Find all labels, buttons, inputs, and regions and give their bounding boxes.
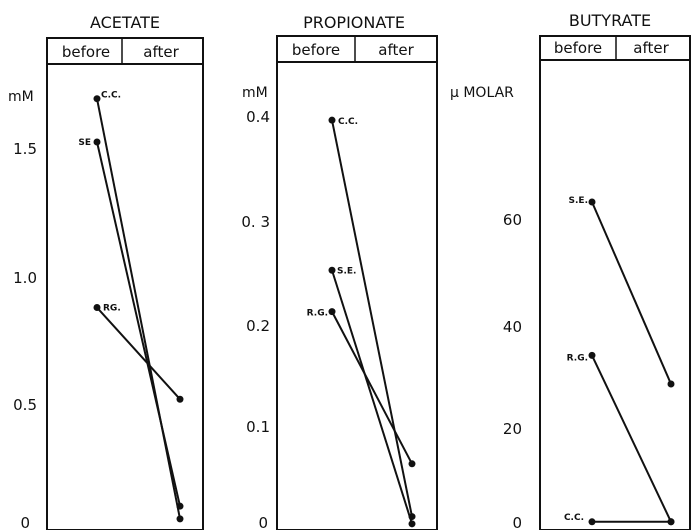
y-tick-label: 0	[258, 514, 268, 530]
panel-title: PROPIONATE	[303, 13, 405, 32]
series-segment	[96, 306, 181, 400]
y-unit-label: mM	[8, 89, 34, 105]
y-tick-label: 20	[503, 420, 522, 438]
series-line-se: SE	[78, 138, 184, 510]
panel-title: ACETATE	[90, 13, 160, 32]
data-point	[93, 95, 101, 103]
data-point	[588, 351, 596, 359]
panel-butyrate: BUTYRATE before after μ MOLAR 0 20 40 60…	[450, 11, 691, 530]
series-label: C.C.	[101, 91, 121, 101]
data-point	[176, 515, 184, 523]
data-point	[667, 380, 675, 388]
data-point	[328, 266, 336, 274]
series-segment	[331, 269, 413, 525]
data-point	[408, 520, 416, 528]
data-point	[176, 395, 184, 403]
y-unit-label: mM	[242, 85, 268, 101]
panel-frame	[46, 37, 204, 530]
y-tick-label: 0.4	[246, 108, 270, 126]
y-tick-label: 0.5	[13, 396, 37, 414]
panel-title: BUTYRATE	[569, 11, 651, 30]
series-line-se: S.E.	[569, 196, 675, 388]
series-segment	[331, 311, 413, 465]
y-unit-label: μ MOLAR	[450, 85, 514, 101]
data-point	[176, 502, 184, 510]
series-label: S.E.	[569, 196, 588, 206]
series-line-rg: RG.	[93, 304, 184, 403]
header-after: after	[378, 41, 414, 59]
data-point	[328, 116, 336, 124]
series-line-rg: R.G.	[307, 308, 416, 468]
y-tick-label: 1.0	[13, 269, 37, 287]
data-point	[588, 518, 596, 526]
data-point	[93, 138, 101, 146]
data-point	[408, 460, 416, 468]
y-tick-label: 40	[503, 318, 522, 336]
series-label: S.E.	[337, 266, 356, 276]
y-tick-label: 0. 3	[241, 213, 270, 231]
series-segment	[591, 201, 672, 385]
y-tick-label: 0.2	[246, 317, 270, 335]
header-after: after	[143, 43, 179, 61]
series-label: RG.	[103, 304, 121, 314]
y-tick-label: 1.5	[13, 140, 37, 158]
data-point	[93, 304, 101, 312]
header-before: before	[292, 41, 340, 59]
panel-acetate: ACETATE before after mM 0 0.5 1.0 1.5 C.…	[8, 13, 204, 530]
series-label: R.G.	[567, 353, 588, 363]
series-line-se: S.E.	[328, 266, 416, 528]
panel-frame	[276, 35, 438, 530]
data-point	[588, 198, 596, 206]
series-label: R.G.	[307, 309, 328, 319]
series-line-cc: C.C.	[564, 513, 675, 526]
series-line-rg: R.G.	[567, 351, 675, 526]
header-after: after	[633, 39, 669, 57]
y-tick-label: 0	[512, 514, 522, 530]
panel-frame	[539, 35, 691, 530]
header-before: before	[62, 43, 110, 61]
series-label: C.C.	[338, 117, 358, 127]
series-segment	[331, 119, 413, 517]
series-segment	[96, 141, 181, 507]
panel-propionate: PROPIONATE before after mM 0 0.1 0.2 0. …	[241, 13, 438, 530]
data-point	[328, 308, 336, 316]
series-label: SE	[78, 138, 91, 148]
series-label: C.C.	[564, 513, 584, 523]
y-tick-label: 60	[503, 211, 522, 229]
series-segment	[591, 354, 672, 523]
data-point	[667, 518, 675, 526]
header-before: before	[554, 39, 602, 57]
y-tick-label: 0	[20, 514, 30, 530]
y-tick-label: 0.1	[246, 418, 270, 436]
series-line-cc: C.C.	[328, 116, 416, 521]
